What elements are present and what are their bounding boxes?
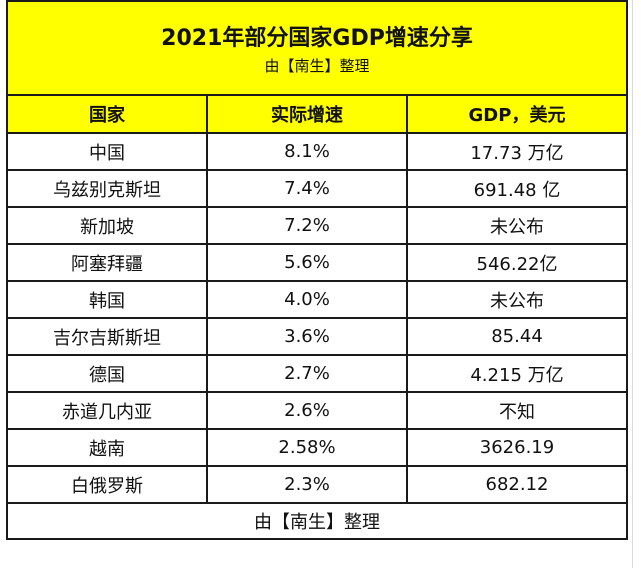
cell-country[interactable]: 中国 [6, 132, 208, 171]
cell-country[interactable]: 韩国 [6, 280, 208, 319]
table-row: 新加坡 7.2% 未公布 [6, 206, 628, 245]
cell-gdp[interactable]: 85.44 [406, 317, 628, 356]
table-row: 阿塞拜疆 5.6% 546.22亿 [6, 243, 628, 282]
cell-gdp[interactable]: 4.215 万亿 [406, 354, 628, 393]
cell-country[interactable]: 白俄罗斯 [6, 465, 208, 504]
cell-growth[interactable]: 2.3% [206, 465, 408, 504]
cell-gdp[interactable]: 691.48 亿 [406, 169, 628, 208]
cell-gdp[interactable]: 3626.19 [406, 428, 628, 467]
cell-country[interactable]: 越南 [6, 428, 208, 467]
cell-growth[interactable]: 4.0% [206, 280, 408, 319]
table-row: 赤道几内亚 2.6% 不知 [6, 391, 628, 430]
title-row: 2021年部分国家GDP增速分享 由【南生】整理 [6, 0, 628, 96]
cell-country[interactable]: 吉尔吉斯斯坦 [6, 317, 208, 356]
cell-gdp[interactable]: 17.73 万亿 [406, 132, 628, 171]
cell-growth[interactable]: 3.6% [206, 317, 408, 356]
table-row: 乌兹别克斯坦 7.4% 691.48 亿 [6, 169, 628, 208]
cell-growth[interactable]: 2.58% [206, 428, 408, 467]
footer-cell[interactable]: 由【南生】整理 [6, 502, 628, 540]
table-row: 吉尔吉斯斯坦 3.6% 85.44 [6, 317, 628, 356]
cell-growth[interactable]: 5.6% [206, 243, 408, 282]
header-row: 国家 实际增速 GDP，美元 [6, 94, 628, 134]
cell-country[interactable]: 乌兹别克斯坦 [6, 169, 208, 208]
header-cell-growth[interactable]: 实际增速 [206, 94, 408, 134]
cell-gdp[interactable]: 未公布 [406, 280, 628, 319]
sheet-gridline [632, 0, 633, 568]
cell-gdp[interactable]: 546.22亿 [406, 243, 628, 282]
cell-growth[interactable]: 7.4% [206, 169, 408, 208]
table-title: 2021年部分国家GDP增速分享 [161, 26, 473, 51]
cell-growth[interactable]: 7.2% [206, 206, 408, 245]
table-row: 德国 2.7% 4.215 万亿 [6, 354, 628, 393]
cell-gdp[interactable]: 未公布 [406, 206, 628, 245]
header-cell-country[interactable]: 国家 [6, 94, 208, 134]
cell-gdp[interactable]: 不知 [406, 391, 628, 430]
header-cell-gdp[interactable]: GDP，美元 [406, 94, 628, 134]
footer-row: 由【南生】整理 [6, 502, 628, 540]
cell-country[interactable]: 德国 [6, 354, 208, 393]
table-row: 越南 2.58% 3626.19 [6, 428, 628, 467]
cell-growth[interactable]: 2.7% [206, 354, 408, 393]
table-subtitle: 由【南生】整理 [264, 57, 370, 75]
cell-country[interactable]: 赤道几内亚 [6, 391, 208, 430]
cell-country[interactable]: 新加坡 [6, 206, 208, 245]
table-row: 中国 8.1% 17.73 万亿 [6, 132, 628, 171]
title-cell[interactable]: 2021年部分国家GDP增速分享 由【南生】整理 [6, 0, 628, 96]
table-row: 白俄罗斯 2.3% 682.12 [6, 465, 628, 504]
cell-country[interactable]: 阿塞拜疆 [6, 243, 208, 282]
gdp-growth-table: 2021年部分国家GDP增速分享 由【南生】整理 国家 实际增速 GDP，美元 … [6, 0, 628, 540]
cell-growth[interactable]: 2.6% [206, 391, 408, 430]
table-row: 韩国 4.0% 未公布 [6, 280, 628, 319]
cell-gdp[interactable]: 682.12 [406, 465, 628, 504]
cell-growth[interactable]: 8.1% [206, 132, 408, 171]
